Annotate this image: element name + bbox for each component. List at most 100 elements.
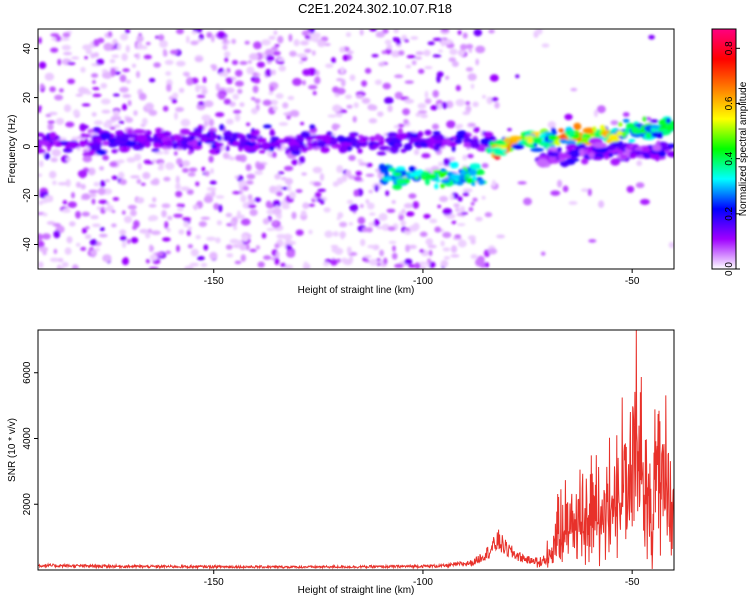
heatmap-cell — [378, 140, 385, 146]
heatmap-cell — [616, 130, 623, 137]
heatmap-y-tick-label: 0 — [22, 143, 33, 149]
heatmap-cell — [98, 233, 108, 238]
heatmap-cell — [573, 122, 582, 131]
heatmap-cell — [41, 233, 51, 240]
heatmap-cell — [181, 160, 191, 167]
heatmap-cell — [142, 172, 151, 180]
heatmap-cell — [153, 62, 161, 68]
heatmap-cell — [103, 207, 111, 211]
heatmap-cell — [200, 216, 211, 220]
heatmap-cell — [241, 234, 249, 242]
heatmap-cell — [44, 152, 51, 160]
heatmap-cell — [311, 140, 319, 148]
heatmap-cell — [451, 61, 459, 67]
heatmap-cell — [405, 244, 411, 253]
heatmap-cell — [75, 93, 83, 97]
heatmap-cell — [440, 183, 445, 189]
heatmap-cell — [112, 197, 120, 201]
heatmap-cell — [161, 203, 171, 209]
heatmap-cell — [121, 146, 128, 152]
heatmap-cell — [224, 87, 235, 94]
heatmap-cell — [61, 208, 71, 213]
heatmap-cell — [278, 122, 289, 126]
heatmap-cell — [465, 105, 472, 113]
heatmap-cell — [173, 213, 183, 218]
heatmap-cell — [434, 134, 445, 141]
heatmap-cell — [50, 47, 59, 53]
heatmap-cell — [454, 137, 463, 145]
heatmap-cell — [344, 142, 353, 147]
heatmap-cell — [336, 258, 341, 263]
heatmap-cell — [449, 193, 454, 201]
heatmap-cell — [196, 94, 206, 99]
heatmap-cell — [322, 261, 330, 267]
heatmap-cell — [580, 188, 590, 192]
heatmap-cell — [194, 56, 203, 63]
heatmap-cell — [432, 37, 442, 41]
heatmap-cell — [393, 172, 402, 177]
heatmap-cell — [176, 157, 183, 166]
heatmap-cell — [387, 104, 393, 113]
heatmap-cell — [60, 37, 70, 41]
heatmap-cell — [284, 177, 294, 185]
heatmap-cell — [127, 204, 137, 210]
heatmap-cell — [457, 49, 465, 57]
heatmap-cell — [198, 221, 207, 228]
heatmap-cell — [65, 157, 71, 162]
heatmap-cell — [57, 266, 64, 269]
snr-frame — [37, 329, 675, 571]
heatmap-cell — [368, 189, 374, 194]
heatmap-cell — [467, 123, 476, 127]
snr-x-ticks: -150 -100 -50 — [204, 570, 640, 588]
heatmap-cell — [290, 137, 297, 145]
colorbar: 0.0 0.2 0.4 0.6 0.8 Normalized spectral ampl… — [711, 28, 749, 276]
heatmap-cell — [441, 101, 448, 110]
heatmap-cell — [175, 190, 183, 198]
heatmap-cell — [417, 102, 427, 110]
heatmap-cell — [450, 173, 461, 180]
heatmap-cell — [323, 207, 331, 213]
heatmap-cell — [460, 206, 466, 214]
heatmap-cell — [457, 223, 466, 227]
heatmap-cell — [163, 176, 171, 182]
snr-plot-area — [38, 330, 674, 570]
heatmap-cell — [88, 189, 99, 194]
heatmap-cell — [262, 99, 272, 106]
heatmap-cell — [232, 141, 241, 146]
heatmap-cell — [424, 98, 432, 104]
heatmap-cell — [50, 33, 60, 37]
heatmap-cell — [272, 220, 279, 226]
heatmap-cell — [124, 29, 131, 34]
heatmap-cell — [425, 173, 438, 180]
heatmap-cell — [41, 199, 48, 204]
heatmap-cell — [408, 165, 416, 173]
heatmap-cell — [274, 243, 280, 249]
heatmap-cell — [49, 257, 60, 262]
heatmap-cell — [655, 154, 660, 162]
heatmap-cell — [200, 136, 208, 143]
heatmap-cell — [110, 67, 116, 76]
heatmap-cell — [313, 181, 322, 187]
heatmap-cell — [184, 265, 194, 269]
heatmap-cell — [311, 50, 316, 56]
heatmap-cell — [436, 75, 441, 83]
heatmap-cell — [475, 58, 480, 66]
heatmap-cell — [340, 66, 345, 74]
heatmap-cell — [588, 152, 595, 159]
heatmap-cell — [445, 75, 450, 80]
heatmap-cell — [362, 227, 369, 233]
heatmap-cell — [118, 120, 125, 124]
heatmap-cell — [415, 56, 422, 60]
heatmap-cell — [99, 132, 112, 140]
heatmap-cell — [84, 55, 88, 60]
heatmap-cell — [48, 111, 58, 116]
heatmap-cell — [592, 156, 603, 161]
heatmap-cell — [332, 104, 342, 113]
heatmap-cell — [164, 59, 174, 66]
heatmap-cell — [143, 54, 152, 60]
heatmap-cell — [64, 247, 72, 255]
heatmap-cell — [235, 214, 246, 220]
heatmap-cell — [125, 140, 133, 145]
heatmap-cell — [125, 117, 134, 123]
heatmap-cell — [183, 221, 189, 228]
